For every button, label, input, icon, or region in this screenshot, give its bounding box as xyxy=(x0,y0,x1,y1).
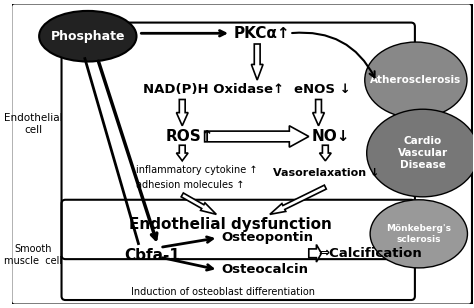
Text: Osteopontin: Osteopontin xyxy=(221,231,313,244)
Text: NAD(P)H Oxidase↑: NAD(P)H Oxidase↑ xyxy=(143,83,284,96)
Text: Vasorelaxation ↓: Vasorelaxation ↓ xyxy=(273,168,379,177)
Text: ROS↑: ROS↑ xyxy=(166,129,214,144)
Polygon shape xyxy=(309,245,321,262)
Polygon shape xyxy=(319,145,331,161)
Text: Phosphate: Phosphate xyxy=(51,30,125,43)
Text: Endothelial
cell: Endothelial cell xyxy=(4,113,63,135)
Text: Smooth
muscle  cell: Smooth muscle cell xyxy=(4,245,63,266)
Text: Osteocalcin: Osteocalcin xyxy=(221,263,308,276)
Text: Mönkeberg's
sclerosis: Mönkeberg's sclerosis xyxy=(386,224,451,244)
Text: Endothelial dysfunction: Endothelial dysfunction xyxy=(129,217,332,232)
FancyBboxPatch shape xyxy=(11,3,472,305)
Polygon shape xyxy=(205,126,309,147)
Ellipse shape xyxy=(365,42,467,118)
Text: Induction of osteoblast differentiation: Induction of osteoblast differentiation xyxy=(131,287,315,297)
Polygon shape xyxy=(181,193,216,214)
Text: inflammatory cytokine ↑: inflammatory cytokine ↑ xyxy=(137,164,258,175)
Text: Cbfa-1: Cbfa-1 xyxy=(124,248,180,263)
Polygon shape xyxy=(176,145,188,161)
Text: PKCα↑: PKCα↑ xyxy=(234,26,291,41)
Text: Atherosclerosis: Atherosclerosis xyxy=(370,75,462,85)
Polygon shape xyxy=(270,185,326,214)
Polygon shape xyxy=(313,99,324,126)
Text: adhesion molecules ↑: adhesion molecules ↑ xyxy=(137,180,245,190)
Polygon shape xyxy=(176,99,188,126)
Text: ⇒Calcification: ⇒Calcification xyxy=(319,247,422,260)
Ellipse shape xyxy=(39,11,137,62)
Ellipse shape xyxy=(370,200,467,268)
Text: Cardio
Vascular
Disease: Cardio Vascular Disease xyxy=(398,136,448,170)
Ellipse shape xyxy=(367,109,474,197)
Text: eNOS ↓: eNOS ↓ xyxy=(294,83,351,96)
Polygon shape xyxy=(251,44,263,80)
Text: NO↓: NO↓ xyxy=(312,129,350,144)
